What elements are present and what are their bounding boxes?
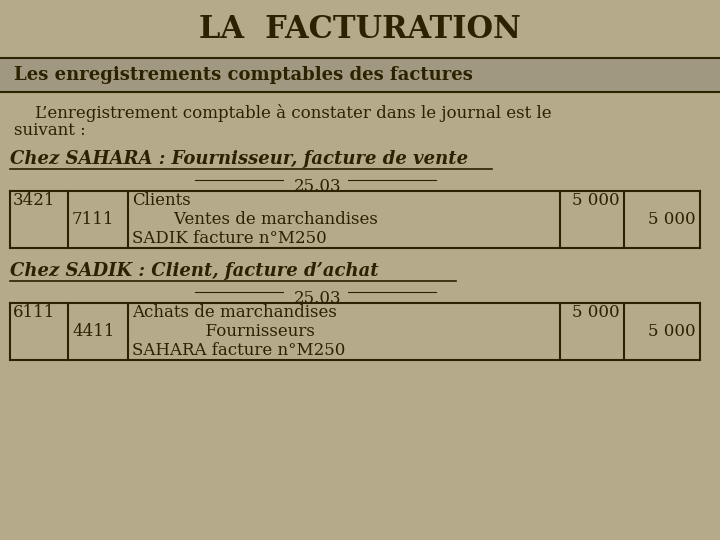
- Text: Clients: Clients: [132, 192, 191, 209]
- Text: SADIK facture n°M250: SADIK facture n°M250: [132, 230, 327, 247]
- Text: 25.03: 25.03: [294, 178, 342, 195]
- Text: SAHARA facture n°M250: SAHARA facture n°M250: [132, 342, 346, 359]
- Text: 5 000: 5 000: [572, 192, 620, 209]
- Text: 25.03: 25.03: [294, 290, 342, 307]
- Text: Achats de marchandises: Achats de marchandises: [132, 304, 337, 321]
- Text: Les enregistrements comptables des factures: Les enregistrements comptables des factu…: [14, 66, 473, 84]
- Text: 3421: 3421: [13, 192, 55, 209]
- Text: 7111: 7111: [72, 211, 114, 228]
- Text: suivant :: suivant :: [14, 122, 86, 139]
- Text: Chez SADIK : Client, facture d’achat: Chez SADIK : Client, facture d’achat: [10, 262, 379, 280]
- FancyBboxPatch shape: [0, 0, 720, 58]
- Text: 6111: 6111: [13, 304, 55, 321]
- Text: L’enregistrement comptable à constater dans le journal est le: L’enregistrement comptable à constater d…: [14, 104, 552, 122]
- Text: 5 000: 5 000: [649, 211, 696, 228]
- Text: LA  FACTURATION: LA FACTURATION: [199, 14, 521, 44]
- Text: Fournisseurs: Fournisseurs: [132, 323, 315, 340]
- FancyBboxPatch shape: [0, 58, 720, 92]
- Text: 5 000: 5 000: [649, 323, 696, 340]
- Text: 5 000: 5 000: [572, 304, 620, 321]
- Text: Ventes de marchandises: Ventes de marchandises: [132, 211, 378, 228]
- Text: Chez SAHARA : Fournisseur, facture de vente: Chez SAHARA : Fournisseur, facture de ve…: [10, 150, 468, 168]
- Text: 4411: 4411: [72, 323, 114, 340]
